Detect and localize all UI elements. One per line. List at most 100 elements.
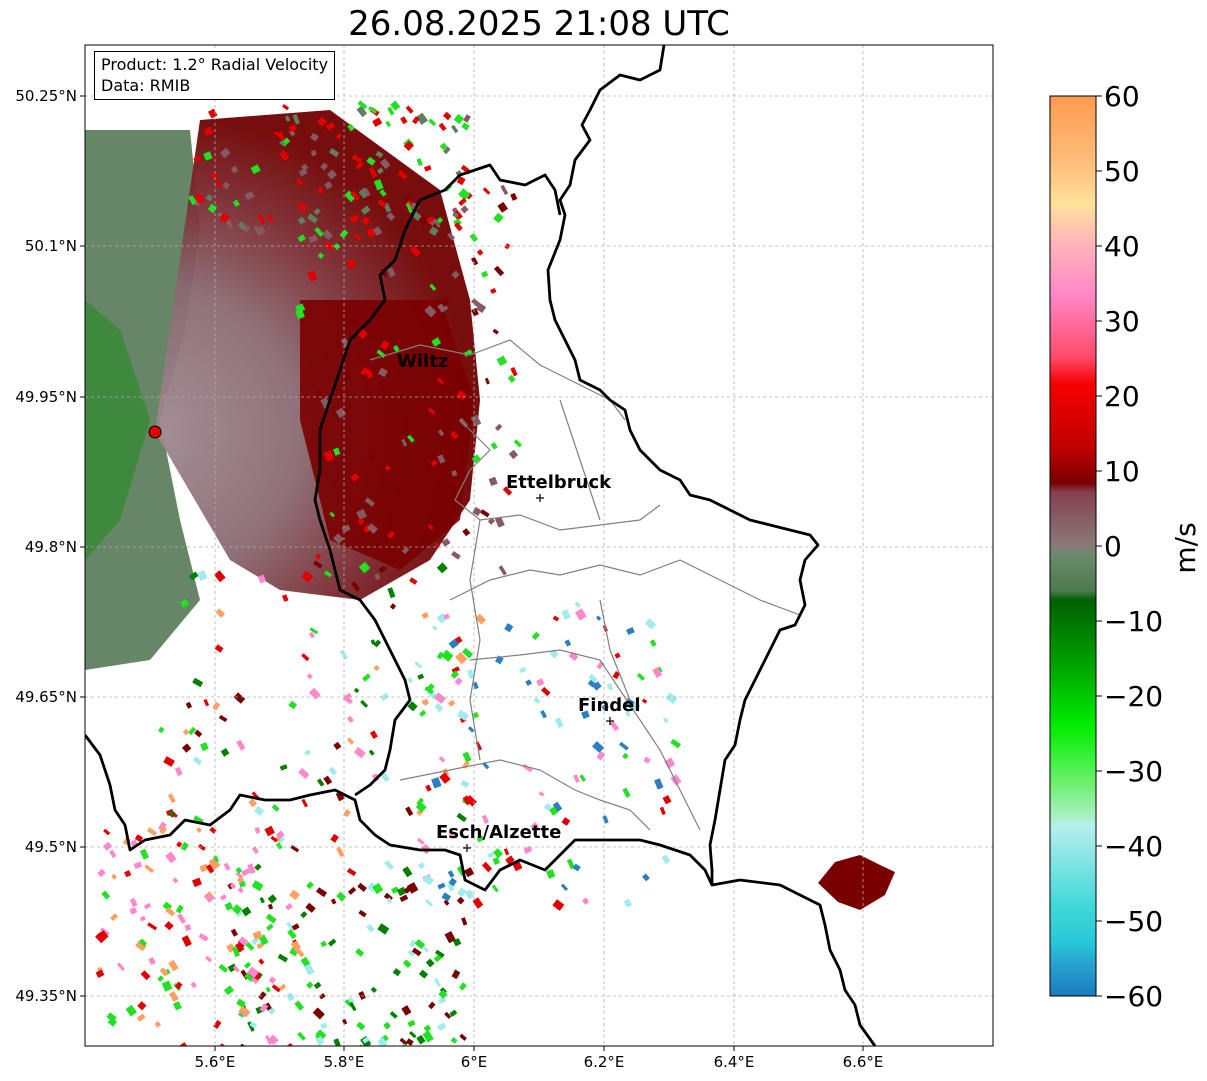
colorbar-tick-label: 60 <box>1104 80 1140 113</box>
radar-pixel <box>234 942 245 953</box>
radar-pixel <box>422 874 434 886</box>
radar-pixel <box>320 162 329 171</box>
radar-pixel <box>176 841 183 848</box>
radar-pixel <box>351 581 361 592</box>
radar-pixel <box>318 993 326 1000</box>
radar-pixel <box>295 178 304 186</box>
radar-pixel <box>360 367 369 376</box>
radar-pixel <box>97 868 106 878</box>
radar-pixel <box>207 203 218 214</box>
radar-pixel <box>431 624 438 631</box>
radar-pixel <box>366 923 375 933</box>
radar-pixel <box>429 283 437 291</box>
radar-pixel <box>425 899 433 907</box>
radar-pixel <box>144 864 155 874</box>
radar-pixel <box>447 484 457 494</box>
radar-pixel <box>405 1038 414 1046</box>
radar-pixel <box>484 377 490 385</box>
radar-pixel <box>500 184 509 196</box>
radar-pixel <box>662 717 669 724</box>
lat-tick-label: 49.65°N <box>15 688 77 706</box>
radar-pixel <box>271 984 281 993</box>
radar-pixel <box>409 1031 417 1039</box>
radar-pixel <box>409 202 420 212</box>
radar-pixel <box>552 615 560 622</box>
radar-pixel <box>333 1038 341 1046</box>
radar-pixel <box>370 986 378 994</box>
radar-pixel <box>259 1003 269 1013</box>
radar-pixel <box>488 476 498 486</box>
product-info-box: Product: 1.2° Radial Velocity Data: RMIB <box>94 51 336 100</box>
radar-pixel <box>450 1037 458 1044</box>
radar-pixel <box>448 638 459 649</box>
radar-pixel <box>288 124 297 133</box>
radar-pixel <box>554 717 564 729</box>
radar-pixel <box>531 631 540 641</box>
radar-pixel <box>399 1037 408 1046</box>
radar-pixel <box>407 677 413 684</box>
radar-pixel <box>428 1001 436 1010</box>
radar-pixel <box>480 509 490 518</box>
radar-pixel <box>316 116 327 127</box>
radar-pixel <box>110 913 119 922</box>
radar-pixel <box>502 486 513 496</box>
radar-pixel <box>236 739 246 751</box>
radar-pixel <box>237 221 247 231</box>
radar-pixel <box>652 667 663 678</box>
radar-pixel <box>138 938 148 947</box>
radar-pixel <box>276 835 286 845</box>
radar-pixel <box>387 106 395 116</box>
radar-pixel <box>350 472 360 482</box>
radar-pixel <box>472 506 482 517</box>
radar-pixel <box>399 894 409 903</box>
radar-pixel <box>295 947 305 958</box>
radar-pixel <box>188 195 197 206</box>
radar-pixel <box>134 834 144 843</box>
radar-pixel <box>405 202 413 214</box>
radar-pixel <box>492 857 500 865</box>
radar-pixel <box>185 701 193 709</box>
radar-pixel <box>225 219 234 230</box>
radar-pixel <box>315 553 322 560</box>
radar-pixel <box>193 155 201 163</box>
radar-pixel <box>425 784 432 792</box>
radar-pixel <box>323 775 333 786</box>
radar-pixel <box>441 538 451 547</box>
radar-pixel <box>424 305 437 318</box>
radar-pixel <box>377 1037 388 1046</box>
radar-pixel <box>277 953 289 963</box>
radar-pixel <box>229 882 237 890</box>
radar-pixel <box>203 151 213 161</box>
echo-southeast-cell <box>818 855 895 910</box>
radar-pixel <box>284 115 291 122</box>
radar-pixel <box>95 969 105 978</box>
radar-pixel <box>343 372 352 382</box>
radar-pixel <box>360 699 369 708</box>
radar-pixel <box>579 774 587 782</box>
radar-pixel <box>582 897 590 905</box>
radar-pixel <box>250 164 261 175</box>
radar-pixel <box>251 975 260 985</box>
radar-pixel <box>452 212 459 219</box>
radar-pixel <box>476 303 487 314</box>
radar-pixel <box>218 714 228 723</box>
colorbar-tick-label: −60 <box>1104 980 1163 1013</box>
radar-pixel <box>403 140 414 151</box>
radar-pixel <box>654 778 664 790</box>
radar-pixel <box>441 892 452 902</box>
radar-pixel <box>341 524 351 533</box>
radar-echoes <box>85 100 895 1046</box>
radar-pixel <box>326 169 337 180</box>
radar-pixel <box>103 841 113 851</box>
radar-pixel <box>451 666 460 674</box>
colorbar-tick-label: 40 <box>1104 230 1140 263</box>
radar-pixel <box>116 962 125 972</box>
colorbar-tick-labels: 60 50 40 30 20 10 0 −10 −20 −30 −40 −50 −60 <box>1104 80 1163 1013</box>
radar-pixel <box>241 906 252 917</box>
radar-pixel <box>223 985 235 996</box>
radar-pixel <box>133 861 143 869</box>
radar-pixel <box>432 218 441 228</box>
radar-pixel <box>389 603 397 610</box>
radar-pixel <box>240 1043 249 1046</box>
radar-pixel <box>458 188 471 201</box>
